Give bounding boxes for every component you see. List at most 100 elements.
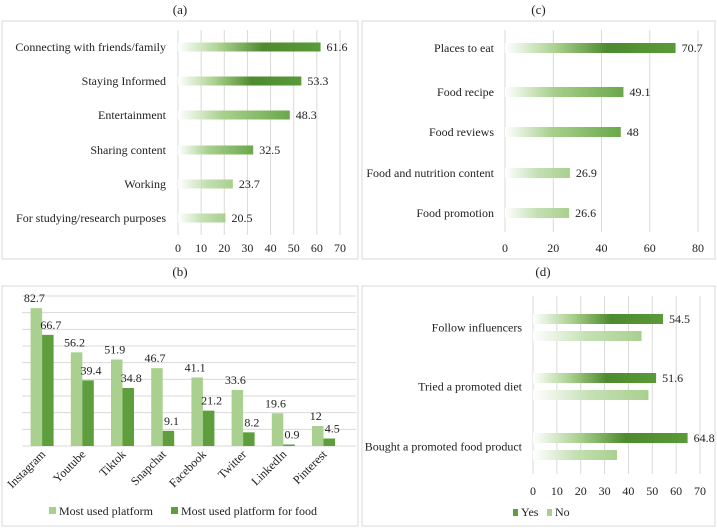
- bar-no: [533, 390, 649, 400]
- panel-border: [361, 20, 716, 260]
- data-label: 19.6: [265, 396, 286, 410]
- bar: [505, 168, 570, 178]
- bar-most-used: [70, 352, 83, 446]
- panel-a: (a) 0 10 20 30 40 50 60 70 Connecting with friend…: [1, 2, 359, 260]
- bar: [178, 213, 226, 223]
- x-tick-label: 70: [694, 484, 706, 498]
- legend-label: No: [555, 505, 570, 519]
- bar: [505, 127, 621, 137]
- bar-most-used: [271, 413, 284, 446]
- data-label: 20.5: [231, 211, 252, 225]
- bar-no: [533, 331, 642, 341]
- data-label: 48: [627, 125, 639, 139]
- category-label: Connecting with friends/family: [15, 40, 166, 54]
- category-label: Places to eat: [434, 41, 495, 55]
- x-tick-label: 40: [622, 484, 634, 498]
- category-label: Working: [124, 177, 166, 191]
- bar: [178, 76, 302, 86]
- data-label: 26.9: [576, 166, 597, 180]
- data-label: 49.1: [629, 85, 650, 99]
- bar: [505, 43, 676, 53]
- bar-food: [243, 432, 255, 446]
- data-label: 12: [310, 409, 322, 423]
- bar-most-used: [111, 359, 123, 446]
- data-label: 46.7: [144, 351, 165, 365]
- x-tick-label: 20: [547, 241, 559, 255]
- bar-most-used: [151, 368, 163, 446]
- data-label: 4.5: [325, 422, 340, 436]
- category-label: Follow influencers: [432, 321, 523, 335]
- panel-title: (c): [531, 2, 545, 17]
- bar-food: [283, 444, 295, 446]
- data-label: 33.6: [225, 373, 246, 387]
- bar-food: [82, 380, 94, 446]
- bar-food: [122, 388, 134, 446]
- data-label: 41.1: [185, 361, 206, 375]
- data-label: 61.6: [327, 40, 348, 54]
- category-label: Staying Informed: [82, 74, 166, 88]
- data-label: 66.7: [40, 318, 61, 332]
- panel-d: (d) 0 10 20 30 40 50 60 70 Follow influencers 54.5…: [361, 264, 716, 527]
- data-label: 32.5: [259, 143, 280, 157]
- data-label: 0.9: [285, 428, 300, 442]
- bar: [178, 179, 233, 189]
- legend-label: Most used platform for food: [181, 504, 317, 518]
- category-label: For studying/research purposes: [16, 211, 166, 225]
- bar: [178, 110, 290, 120]
- data-label: 34.8: [121, 371, 142, 385]
- x-tick-label: 40: [265, 241, 277, 255]
- x-tick-label: 0: [530, 484, 536, 498]
- bar-most-used: [312, 426, 324, 446]
- data-label: 64.8: [694, 431, 715, 445]
- data-label: 54.5: [669, 312, 690, 326]
- bar-food: [323, 438, 335, 446]
- bar-food: [42, 334, 54, 446]
- bar-most-used: [231, 390, 244, 446]
- data-label: 56.2: [64, 335, 85, 349]
- panel-c: (c) 0 20 40 60 80 Places to eat 70.7 Food recipe…: [361, 2, 716, 260]
- x-tick-label: 60: [311, 241, 323, 255]
- x-tick-label: 10: [195, 241, 207, 255]
- x-tick-label: 80: [692, 241, 704, 255]
- legend-swatch: [49, 507, 56, 514]
- panel-title: (b): [172, 264, 187, 279]
- legend-swatch: [513, 509, 518, 516]
- category-label: Entertainment: [98, 108, 167, 122]
- bar-most-used: [191, 377, 203, 446]
- panel-b: (b)82.766.7Instagram56.239.4Youtube51.93…: [1, 264, 359, 527]
- x-tick-label: 40: [596, 241, 608, 255]
- panel-border: [1, 285, 359, 527]
- bar-food: [162, 430, 175, 446]
- panel-border: [361, 285, 716, 527]
- bar-yes: [533, 373, 657, 383]
- bar: [505, 208, 570, 218]
- bar: [178, 145, 254, 155]
- x-tick-label: 70: [334, 241, 346, 255]
- x-tick-label: 20: [218, 241, 230, 255]
- x-tick-label: 50: [288, 241, 300, 255]
- data-label: 39.4: [81, 363, 102, 377]
- x-tick-label: 30: [599, 484, 611, 498]
- x-tick-label: 50: [646, 484, 658, 498]
- legend-label: Most used platform: [59, 504, 154, 518]
- data-label: 51.9: [104, 343, 125, 357]
- data-label: 8.2: [244, 415, 259, 429]
- bar-most-used: [30, 308, 43, 446]
- category-label: Food recipe: [437, 85, 494, 99]
- bar: [178, 42, 321, 52]
- legend-swatch: [547, 509, 552, 516]
- bar-no: [533, 450, 617, 460]
- data-label: 51.6: [662, 371, 683, 385]
- x-tick-label: 0: [175, 241, 181, 255]
- x-tick-label: 0: [502, 241, 508, 255]
- legend-label: Yes: [521, 505, 539, 519]
- bar: [505, 87, 624, 97]
- bar-yes: [533, 314, 664, 324]
- category-label: Food reviews: [429, 125, 494, 139]
- x-tick-label: 60: [644, 241, 656, 255]
- category-label: Sharing content: [90, 143, 166, 157]
- data-label: 70.7: [682, 41, 703, 55]
- x-tick-label: 20: [575, 484, 587, 498]
- x-tick-label: 10: [551, 484, 563, 498]
